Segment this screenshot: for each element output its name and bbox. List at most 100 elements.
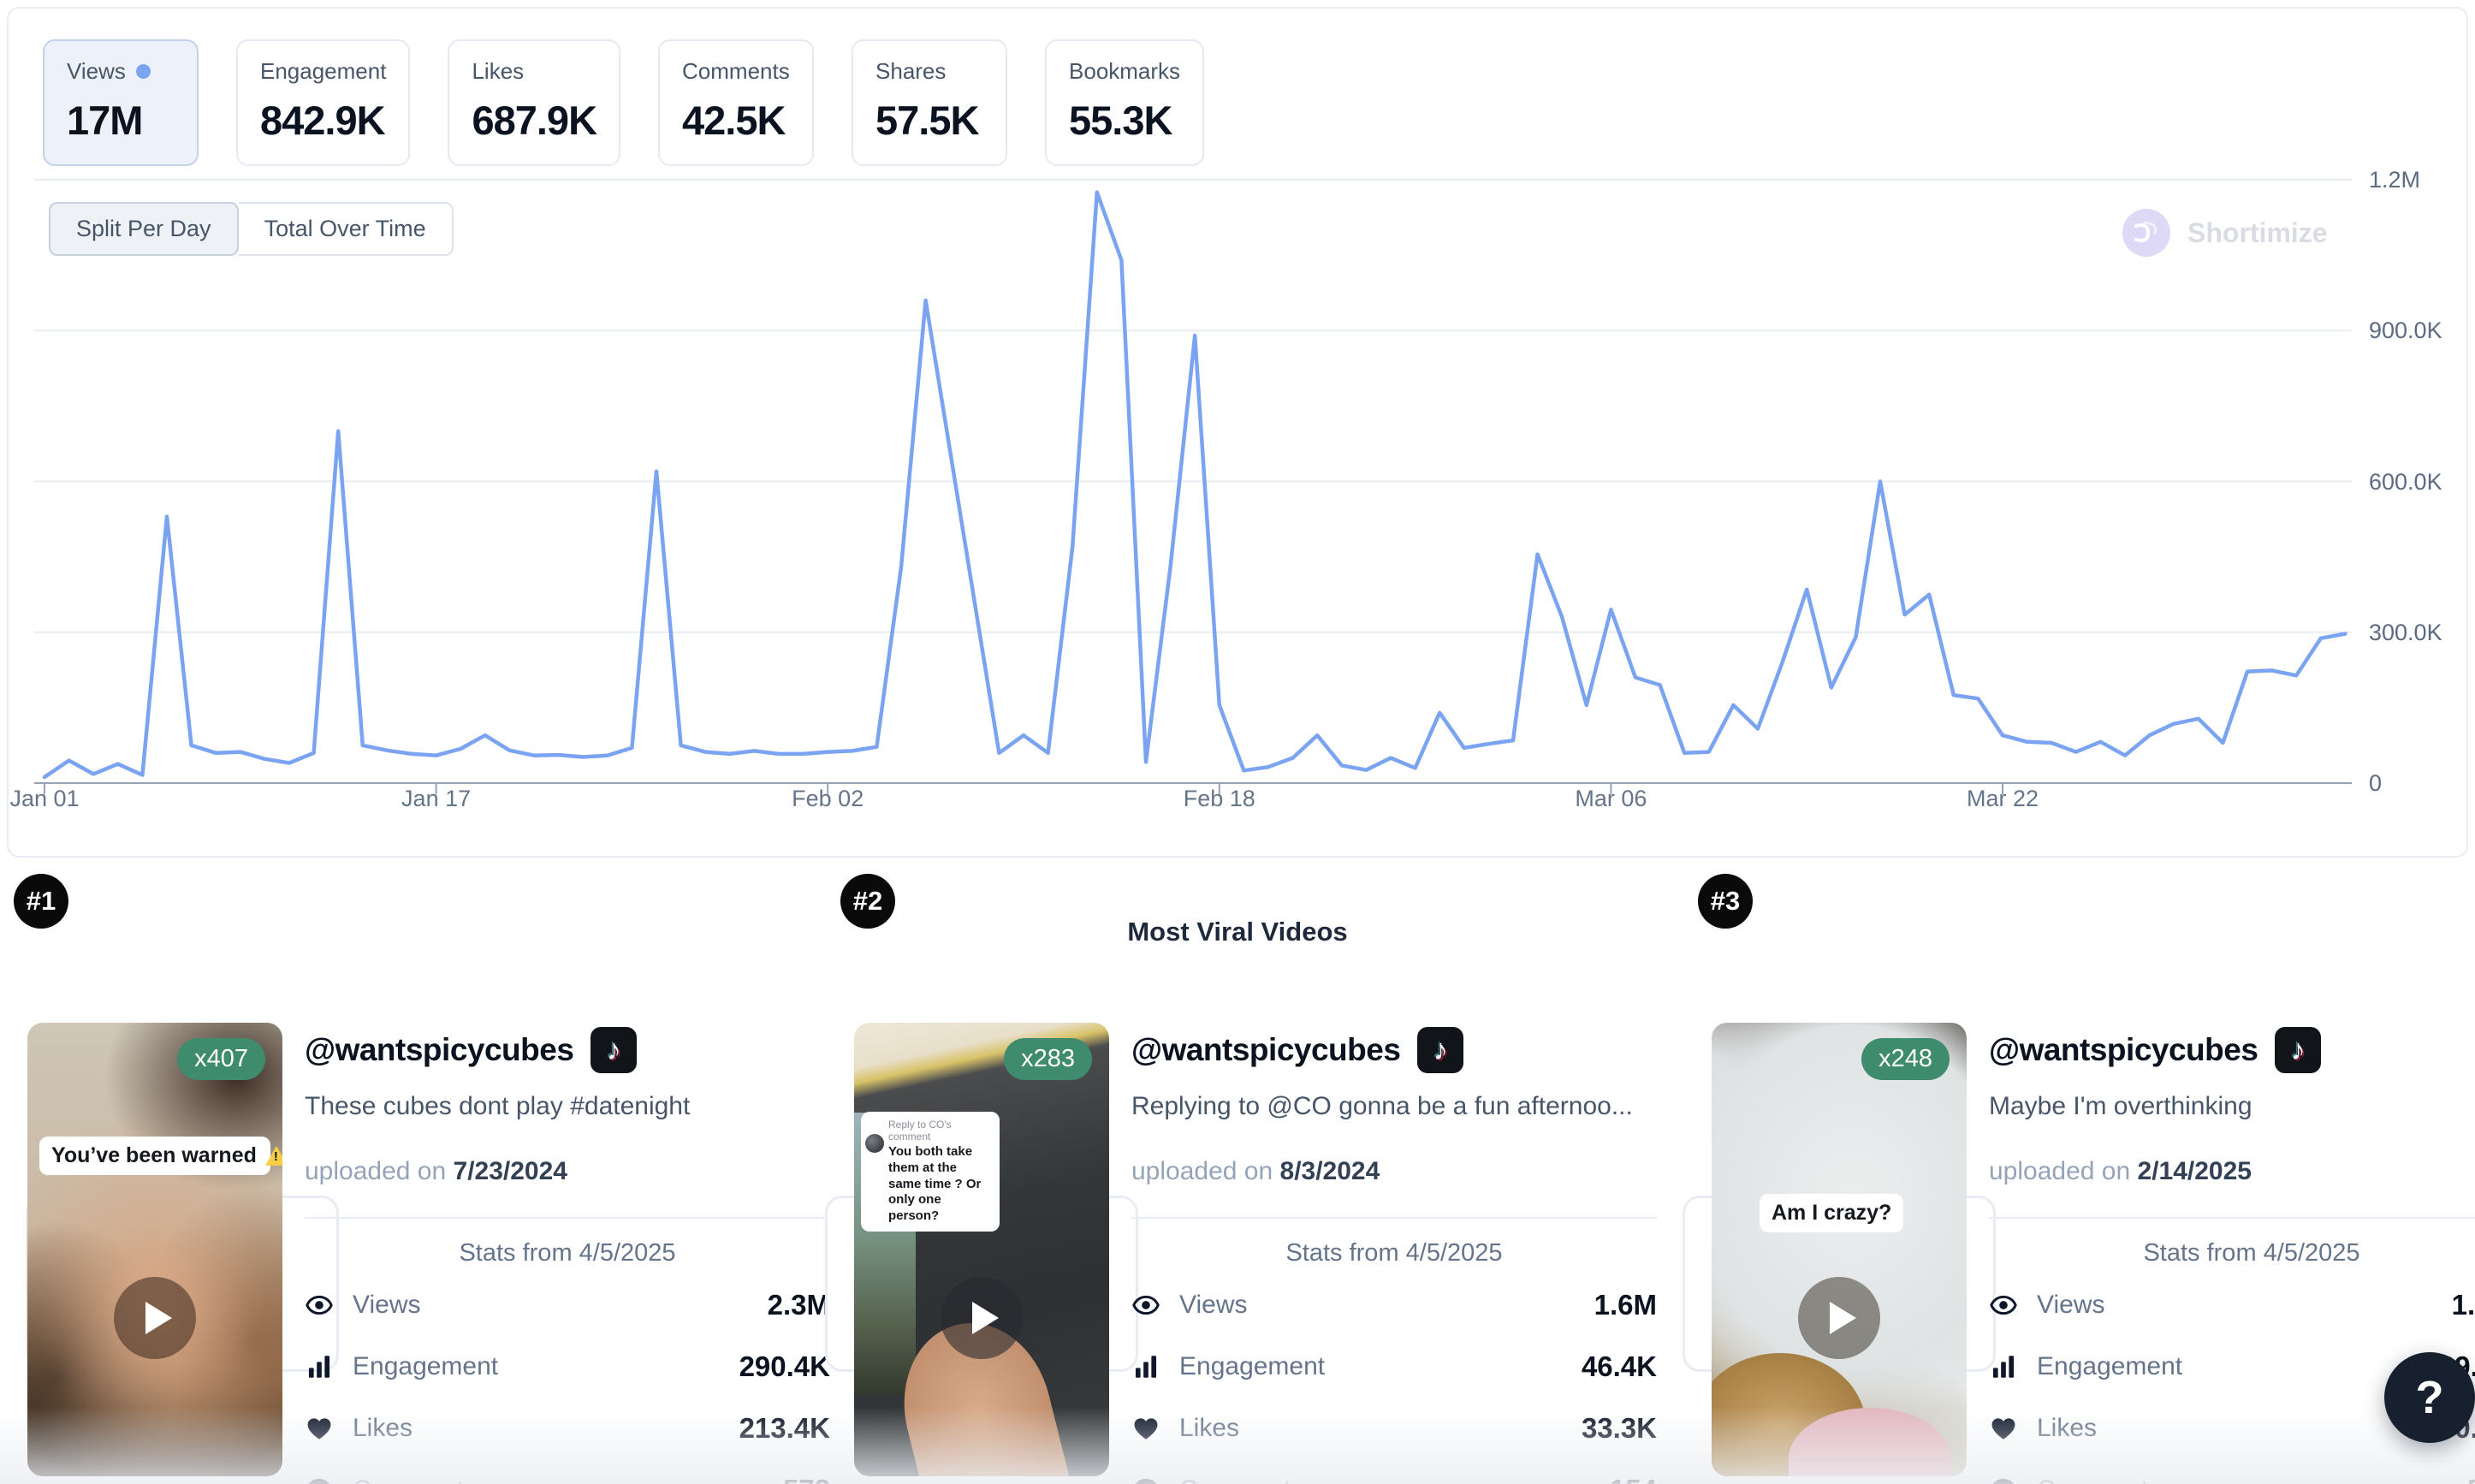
play-button[interactable] [1798, 1277, 1880, 1359]
stat-row-engagement: Engagement 290.4K [305, 1336, 830, 1398]
views-line-chart[interactable] [34, 171, 2362, 804]
username[interactable]: @wantspicycubes [1989, 1032, 2258, 1067]
shortimize-watermark: Shortimize [2122, 209, 2328, 257]
views-chart-card: Views 17M Engagement 842.9K Likes 687.9K… [7, 7, 2468, 858]
tab-total-over-time[interactable]: Total Over Time [238, 202, 454, 256]
uploaded-on: uploaded on 8/3/2024 [1131, 1157, 1380, 1185]
metric-label: Shares [875, 58, 947, 84]
chart-view-tabs: Split Per Day Total Over Time [49, 202, 454, 256]
video-overlay-text: Am I crazy? [1760, 1194, 1904, 1232]
shortimize-logo-icon [2122, 209, 2170, 257]
stat-row-comments: Comments541 [1989, 1459, 2475, 1484]
x-axis-label: Mar 22 [1966, 786, 2039, 811]
stat-row-likes: Likes 213.4K [305, 1398, 830, 1459]
info-divider [1131, 1217, 1657, 1219]
engagement-bars-icon [305, 1352, 334, 1381]
play-button[interactable] [941, 1277, 1023, 1359]
metric-value: 687.9K [472, 98, 597, 143]
video-overlay-comment: Reply to CO's comment You both take them… [861, 1112, 1000, 1232]
stats-from-label: Stats from 4/5/2025 [1285, 1239, 1503, 1267]
watermark-label: Shortimize [2187, 217, 2328, 248]
metric-card-shares[interactable]: Shares 57.5K [852, 39, 1008, 166]
play-icon [1829, 1302, 1856, 1334]
x-axis-label: Jan 17 [401, 786, 472, 811]
video-caption: Maybe I'm overthinking [1989, 1092, 2252, 1120]
viral-video-card-3: Am I crazy? x248 #3 @wantspicycubes ♪ Ma… [1683, 874, 2475, 1484]
video-info: @wantspicycubes ♪ Replying to @CO gonna … [1131, 1027, 1657, 1484]
engagement-bars-icon [1989, 1352, 2018, 1381]
metric-card-bookmarks[interactable]: Bookmarks 55.3K [1045, 39, 1205, 166]
avatar [865, 1134, 884, 1153]
username[interactable]: @wantspicycubes [305, 1032, 574, 1067]
uploaded-on: uploaded on 7/23/2024 [305, 1157, 567, 1185]
tiktok-icon: ♪ [591, 1027, 638, 1073]
tiktok-icon: ♪ [2275, 1027, 2322, 1073]
metric-label: Views [67, 58, 126, 84]
upload-date: 8/3/2024 [1279, 1157, 1380, 1185]
y-axis-label: 300.0K [2369, 619, 2442, 645]
section-title: Most Viral Videos [1127, 917, 1348, 947]
y-axis-label: 0 [2369, 770, 2383, 796]
info-divider [305, 1217, 830, 1219]
help-button[interactable]: ? [2384, 1352, 2475, 1443]
y-axis-label: 600.0K [2369, 468, 2442, 495]
video-thumbnail[interactable]: Am I crazy? x248 [1712, 1023, 1967, 1476]
upload-date: 2/14/2025 [2137, 1157, 2252, 1185]
video-thumbnail[interactable]: You’ve been warned x407 [27, 1023, 282, 1476]
views-series-line [42, 190, 2347, 780]
stat-row-comments: Comments154 [1131, 1459, 1657, 1484]
play-icon [145, 1302, 172, 1334]
tab-split-per-day[interactable]: Split Per Day [49, 202, 239, 256]
stat-row-likes: Likes 33.3K [1131, 1398, 1657, 1459]
metric-value: 55.3K [1069, 98, 1172, 143]
viral-multiplier-badge: x283 [1004, 1038, 1092, 1080]
tiktok-icon: ♪ [1417, 1027, 1464, 1073]
rank-badge: #1 [14, 874, 68, 929]
x-axis-label: Feb 02 [792, 786, 864, 811]
username[interactable]: @wantspicycubes [1131, 1032, 1401, 1067]
warning-icon [264, 1146, 282, 1166]
metric-card-views[interactable]: Views 17M [43, 39, 199, 166]
engagement-bars-icon [1131, 1352, 1160, 1381]
upload-date: 7/23/2024 [453, 1157, 567, 1185]
metric-label: Engagement [260, 58, 387, 84]
likes-heart-icon [1989, 1414, 2018, 1443]
rank-badge: #3 [1698, 874, 1753, 929]
stat-row-engagement: Engagement 46.4K [1131, 1336, 1657, 1398]
video-caption: Replying to @CO gonna be a fun afternoo.… [1131, 1092, 1633, 1120]
stats-from-label: Stats from 4/5/2025 [459, 1239, 676, 1267]
metric-card-likes[interactable]: Likes 687.9K [448, 39, 621, 166]
views-eye-icon [1131, 1291, 1160, 1320]
most-viral-videos-section: Most Viral Videos You’ve been warned x40… [0, 874, 2475, 1484]
viral-multiplier-badge: x407 [177, 1038, 265, 1080]
metric-card-comments[interactable]: Comments 42.5K [658, 39, 815, 166]
views-eye-icon [1989, 1291, 2018, 1320]
metric-cards: Views 17M Engagement 842.9K Likes 687.9K… [43, 39, 1205, 166]
play-button[interactable] [114, 1277, 196, 1359]
x-axis-label: Jan 01 [9, 786, 80, 811]
video-caption: These cubes dont play #datenight [305, 1092, 691, 1120]
video-thumbnail[interactable]: Reply to CO's comment You both take them… [854, 1023, 1109, 1476]
viral-multiplier-badge: x248 [1861, 1038, 1950, 1080]
metric-label: Comments [682, 58, 790, 84]
metric-label: Likes [472, 58, 525, 84]
video-info: @wantspicycubes ♪ These cubes dont play … [305, 1027, 830, 1484]
metric-value: 17M [67, 98, 143, 143]
comments-bubble-icon [1131, 1475, 1160, 1484]
metric-label: Bookmarks [1069, 58, 1181, 84]
video-overlay-text: You’ve been warned [39, 1137, 282, 1175]
metric-card-engagement[interactable]: Engagement 842.9K [236, 39, 411, 166]
stat-row-views: Views 1.6M [1131, 1274, 1657, 1336]
viral-video-card-2: Reply to CO's comment You both take them… [825, 874, 1684, 1484]
metric-value: 57.5K [875, 98, 979, 143]
stats-from-label: Stats from 4/5/2025 [2143, 1239, 2360, 1267]
uploaded-on: uploaded on 2/14/2025 [1989, 1157, 2252, 1185]
comments-bubble-icon [305, 1475, 334, 1484]
likes-heart-icon [1131, 1414, 1160, 1443]
active-metric-dot-icon [135, 64, 151, 79]
x-axis-label: Mar 06 [1575, 786, 1647, 811]
